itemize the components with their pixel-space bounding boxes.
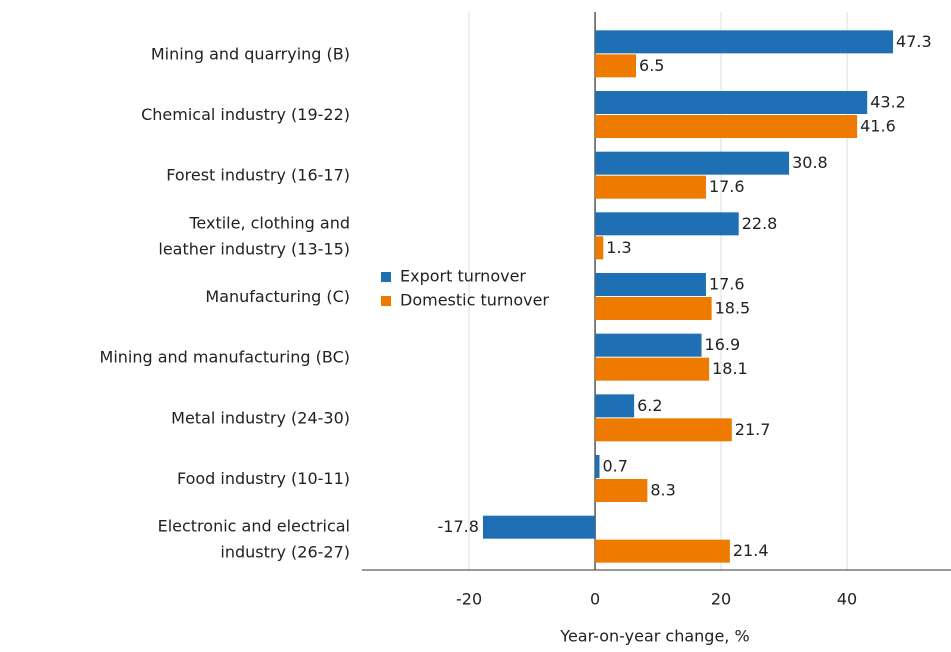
bar (595, 30, 894, 54)
value-label: 41.6 (860, 117, 896, 136)
bar (595, 151, 790, 175)
value-label: 21.4 (733, 541, 769, 560)
value-label: 8.3 (650, 481, 675, 500)
category-label: Chemical industry (19-22) (141, 105, 350, 124)
value-label: 16.9 (705, 335, 741, 354)
bar (595, 455, 600, 478)
x-tick-label: 40 (837, 590, 857, 609)
value-label: 22.8 (742, 214, 778, 233)
legend-swatch (381, 296, 391, 306)
bar (595, 539, 730, 563)
bar (482, 515, 596, 539)
category-label: Mining and manufacturing (BC) (100, 347, 350, 366)
bar (595, 479, 648, 502)
value-label: 18.1 (712, 359, 748, 378)
bar (595, 236, 604, 260)
legend-swatch (381, 272, 391, 282)
x-tick-label: 0 (590, 590, 600, 609)
bar (595, 333, 702, 357)
bar (595, 273, 706, 296)
bar (595, 115, 858, 138)
category-label: Forest industry (16-17) (166, 165, 350, 184)
value-label: 47.3 (896, 32, 932, 51)
bar (595, 418, 732, 442)
x-tick-label: 20 (711, 590, 731, 609)
bar (595, 394, 635, 418)
x-axis-label: Year-on-year change, % (559, 627, 749, 646)
value-label: 17.6 (709, 275, 745, 294)
category-label: Electronic and electrical industry (26-27… (158, 516, 350, 561)
value-label: 6.5 (639, 56, 664, 75)
value-label: 43.2 (870, 93, 906, 112)
legend-label: Export turnover (400, 267, 526, 286)
category-label: Mining and quarrying (B) (151, 44, 350, 63)
value-label: 0.7 (602, 457, 627, 476)
value-label: 30.8 (792, 153, 828, 172)
bar (595, 357, 710, 381)
bar (595, 175, 706, 199)
value-label: -17.8 (438, 517, 479, 536)
x-tick-label: -20 (456, 590, 482, 609)
value-label: 1.3 (606, 238, 631, 257)
value-label: 18.5 (715, 299, 751, 318)
category-label: Textile, clothing and leather industry (1… (158, 213, 350, 258)
legend-label: Domestic turnover (400, 291, 549, 310)
bar (595, 91, 868, 114)
category-label: Manufacturing (C) (205, 287, 350, 306)
bar (595, 212, 739, 236)
category-label: Metal industry (24-30) (171, 408, 350, 427)
value-label: 6.2 (637, 396, 662, 415)
value-label: 21.7 (735, 420, 771, 439)
bar (595, 297, 712, 320)
bar (595, 54, 637, 78)
category-label: Food industry (10-11) (177, 469, 350, 488)
value-label: 17.6 (709, 177, 745, 196)
